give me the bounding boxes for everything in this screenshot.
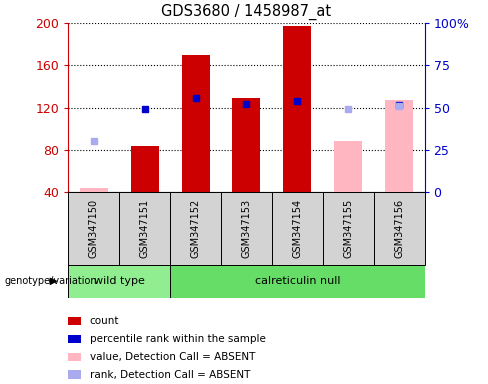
Bar	[68, 353, 81, 361]
Text: GSM347150: GSM347150	[89, 199, 99, 258]
Bar	[323, 192, 374, 265]
Text: GSM347155: GSM347155	[343, 199, 353, 258]
Text: count: count	[90, 316, 119, 326]
Bar	[68, 371, 81, 379]
Bar	[170, 192, 221, 265]
Text: percentile rank within the sample: percentile rank within the sample	[90, 334, 265, 344]
Bar	[68, 265, 170, 298]
Text: GSM347151: GSM347151	[140, 199, 150, 258]
Text: calreticulin null: calreticulin null	[255, 276, 340, 286]
Bar	[80, 188, 108, 192]
Bar	[119, 192, 170, 265]
Bar	[68, 316, 81, 325]
Bar	[232, 98, 261, 192]
Bar	[131, 146, 159, 192]
Text: GSM347153: GSM347153	[242, 199, 251, 258]
Bar	[385, 100, 413, 192]
Text: GSM347156: GSM347156	[394, 199, 404, 258]
Bar	[182, 55, 209, 192]
Text: rank, Detection Call = ABSENT: rank, Detection Call = ABSENT	[90, 370, 250, 380]
Text: GSM347154: GSM347154	[292, 199, 303, 258]
Text: wild type: wild type	[94, 276, 144, 286]
Bar	[221, 192, 272, 265]
Text: genotype/variation: genotype/variation	[5, 276, 98, 286]
Bar	[68, 192, 119, 265]
Bar	[68, 334, 81, 343]
Bar	[170, 265, 425, 298]
Text: GSM347152: GSM347152	[190, 199, 201, 258]
Bar	[374, 192, 425, 265]
Bar	[272, 192, 323, 265]
Bar	[334, 141, 362, 192]
Title: GDS3680 / 1458987_at: GDS3680 / 1458987_at	[162, 4, 331, 20]
Bar	[284, 26, 311, 192]
Text: value, Detection Call = ABSENT: value, Detection Call = ABSENT	[90, 352, 255, 362]
